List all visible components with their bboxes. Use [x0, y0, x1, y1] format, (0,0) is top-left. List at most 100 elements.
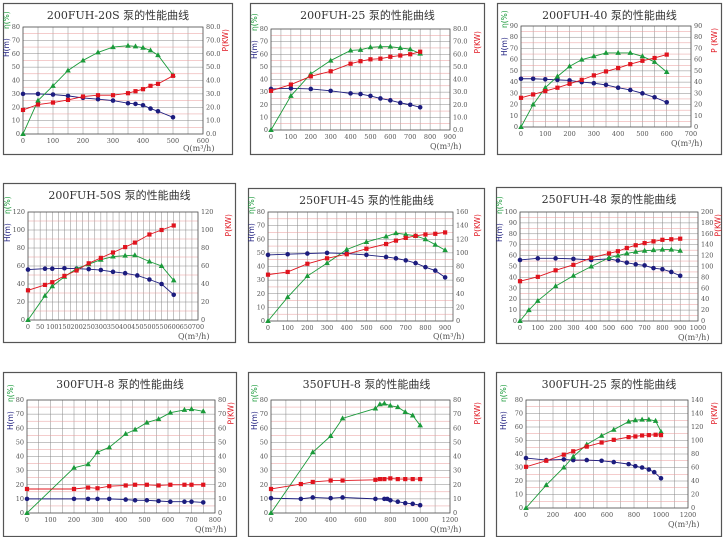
- data-point-head: [50, 92, 56, 97]
- data-point-head: [403, 258, 409, 263]
- panel-border: [249, 2, 486, 156]
- data-point-efficiency: [132, 252, 138, 258]
- y-left-tick-label: 70: [16, 410, 24, 418]
- y-right-tick-label: 30.0: [206, 90, 220, 98]
- y-left-tick-label: 0: [21, 316, 25, 324]
- y-right-tick-label: 100: [456, 249, 468, 257]
- data-point-head: [417, 502, 423, 508]
- y-left-tick-label: 60: [260, 50, 268, 58]
- y-axis-label-head: H(m): [250, 40, 259, 59]
- data-point-head: [24, 496, 30, 502]
- data-point-efficiency: [339, 415, 346, 421]
- data-point-efficiency: [327, 433, 334, 439]
- data-point-efficiency: [552, 283, 559, 289]
- y-right-tick-label: 10: [218, 495, 226, 503]
- data-point-power: [584, 444, 589, 449]
- y-right-tick-label: 0: [453, 509, 457, 517]
- data-point-efficiency: [122, 430, 129, 436]
- data-point-power: [20, 107, 26, 113]
- data-point-power: [603, 69, 609, 74]
- x-tick-label: 500: [636, 130, 648, 138]
- y-axis-label-power: P(KW): [473, 214, 482, 237]
- data-point-efficiency: [651, 58, 658, 64]
- y-left-tick-label: 80: [17, 244, 25, 252]
- data-point-head: [324, 250, 330, 256]
- data-point-power: [110, 93, 116, 98]
- x-axis-label: Q(m³/h): [195, 525, 226, 534]
- data-point-efficiency: [570, 453, 577, 459]
- data-point-efficiency: [327, 57, 334, 63]
- data-point-power: [589, 255, 594, 260]
- data-point-efficiency: [377, 401, 383, 407]
- x-tick-label: 900: [674, 324, 686, 332]
- data-point-power: [133, 482, 138, 487]
- data-point-efficiency: [140, 44, 146, 50]
- x-tick-label: 1000: [690, 324, 707, 332]
- y-left-tick-label: 0: [16, 130, 20, 138]
- x-tick-label: 900: [444, 133, 456, 141]
- data-point-power: [285, 269, 290, 275]
- data-point-head: [298, 496, 304, 502]
- data-point-power: [606, 251, 612, 256]
- x-tick-label: 1200: [680, 511, 697, 519]
- data-point-efficiency: [357, 46, 364, 52]
- data-point-efficiency: [343, 246, 350, 252]
- y-axis-label-head: H(m): [500, 37, 509, 56]
- data-point-efficiency: [155, 52, 161, 58]
- y-right-tick-label: 0.0: [206, 130, 216, 138]
- data-point-efficiency: [387, 402, 394, 408]
- data-point-head: [373, 496, 378, 502]
- y-left-tick-label: 90: [510, 22, 518, 30]
- y-left-tick-label: 20: [509, 295, 517, 303]
- y-left-tick-label: 50: [260, 438, 268, 446]
- data-point-head: [530, 76, 536, 82]
- data-point-power: [678, 236, 683, 241]
- data-point-efficiency: [632, 248, 639, 254]
- data-point-efficiency: [668, 246, 675, 252]
- data-point-head: [358, 91, 363, 97]
- data-point-power: [95, 93, 101, 98]
- y-left-tick-label: 0: [514, 123, 518, 131]
- data-point-power: [383, 241, 389, 247]
- y-left-tick-label: 0: [20, 509, 24, 517]
- data-point-head: [49, 266, 55, 272]
- data-point-head: [95, 96, 101, 102]
- data-point-head: [658, 476, 664, 481]
- data-point-efficiency: [639, 416, 645, 422]
- data-point-efficiency: [132, 426, 138, 432]
- x-tick-label: 550: [155, 323, 167, 331]
- y-right-tick-label: 30: [218, 467, 226, 475]
- data-point-head: [395, 499, 401, 505]
- data-point-efficiency: [125, 42, 131, 48]
- data-point-efficiency: [367, 44, 374, 50]
- x-tick-label: 0: [266, 324, 270, 332]
- x-tick-label: 100: [44, 516, 56, 524]
- data-point-head: [633, 262, 638, 267]
- y-left-tick-label: 30: [260, 467, 268, 475]
- x-axis-label: Q(m³/h): [668, 520, 699, 529]
- data-point-head: [110, 98, 116, 103]
- data-point-efficiency: [677, 247, 683, 253]
- data-point-head: [417, 104, 423, 110]
- x-axis-label: Q(m³/h): [671, 139, 702, 148]
- y-right-tick-label: 140: [701, 241, 713, 249]
- data-point-efficiency: [518, 124, 524, 129]
- x-tick-label: 500: [167, 137, 179, 145]
- data-point-efficiency: [265, 318, 271, 323]
- y-right-tick-label: 30: [694, 89, 702, 97]
- data-point-power: [189, 482, 194, 487]
- data-point-efficiency: [554, 73, 561, 79]
- data-point-head: [285, 251, 290, 257]
- y-right-tick-label: 10: [694, 112, 702, 120]
- data-point-power: [443, 230, 448, 235]
- data-point-head: [664, 100, 670, 105]
- y-left-tick-label: 50: [257, 249, 265, 257]
- y-right-tick-label: 10: [453, 495, 461, 503]
- data-point-power: [268, 486, 274, 492]
- y-left-tick-label: 70: [260, 38, 268, 46]
- x-axis-label: Q(m³/h): [183, 144, 214, 153]
